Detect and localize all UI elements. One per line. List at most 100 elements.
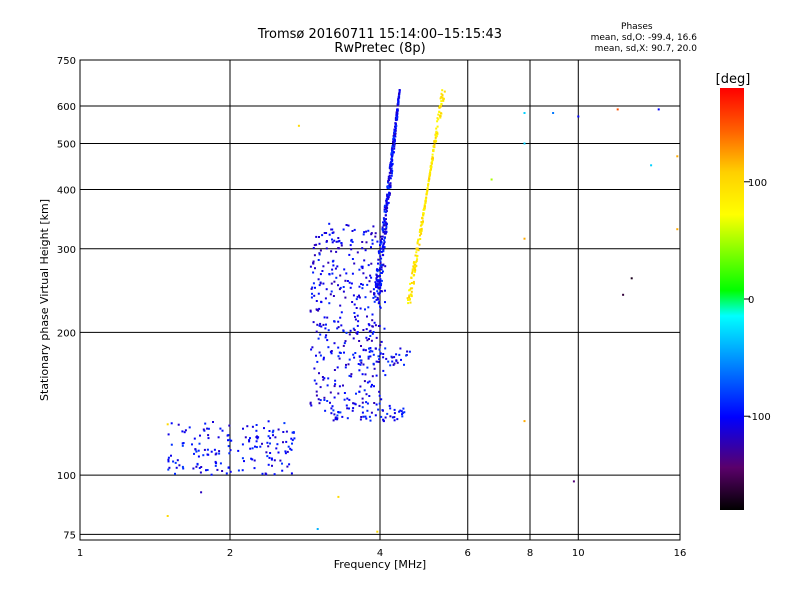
data-point <box>422 213 425 216</box>
chart-title: Tromsø 20160711 15:14:00–15:15:43 <box>257 27 503 42</box>
data-point <box>387 187 390 190</box>
data-point <box>354 352 357 354</box>
data-point <box>337 392 340 395</box>
data-point <box>384 416 387 419</box>
data-point <box>374 235 377 238</box>
data-point <box>237 469 240 472</box>
data-point <box>205 469 207 472</box>
data-point <box>417 249 420 252</box>
data-point <box>356 295 359 298</box>
data-point <box>354 318 357 321</box>
y-axis-label: Stationary phase Virtual Height [km] <box>38 199 51 401</box>
data-point <box>386 195 389 198</box>
data-point <box>393 356 396 359</box>
data-point <box>365 276 368 279</box>
data-point <box>322 323 325 326</box>
data-point <box>402 407 405 410</box>
data-point <box>384 211 387 214</box>
data-point <box>318 253 321 256</box>
data-point <box>342 384 344 387</box>
data-point <box>378 293 381 296</box>
data-point <box>376 270 379 273</box>
data-point <box>351 301 354 303</box>
data-point <box>322 358 325 361</box>
data-point <box>430 167 432 170</box>
data-point <box>203 429 206 432</box>
data-point <box>420 232 423 235</box>
data-point <box>374 414 377 417</box>
data-point <box>273 473 276 476</box>
data-point <box>390 148 393 151</box>
data-point <box>275 447 278 450</box>
colorbar-ticks: 100 0 -100 <box>744 178 771 423</box>
data-point <box>348 374 351 377</box>
data-point <box>200 491 203 494</box>
data-point <box>381 228 384 231</box>
data-point <box>338 288 341 291</box>
data-point <box>408 289 411 292</box>
data-point <box>255 446 258 449</box>
data-point <box>412 280 415 283</box>
data-point <box>217 436 220 439</box>
data-point <box>392 138 395 141</box>
data-point <box>371 239 374 242</box>
data-point <box>413 261 415 264</box>
data-point <box>188 426 191 429</box>
data-point <box>318 284 321 287</box>
data-point <box>286 465 289 468</box>
data-point <box>214 462 217 465</box>
data-point <box>328 273 331 276</box>
data-point <box>256 435 258 438</box>
data-point <box>320 300 323 303</box>
data-point <box>193 452 195 455</box>
y-tick-label: 75 <box>63 530 76 541</box>
data-point <box>251 447 254 450</box>
data-point <box>370 233 373 236</box>
data-point <box>361 397 364 400</box>
data-point <box>377 408 380 411</box>
data-point <box>379 239 382 242</box>
data-point <box>523 142 526 145</box>
data-point <box>319 282 322 285</box>
data-point <box>382 369 385 372</box>
data-point <box>387 181 389 184</box>
data-point <box>375 360 378 363</box>
data-point <box>367 264 370 267</box>
data-point <box>322 356 325 359</box>
data-point <box>316 360 319 363</box>
data-point <box>358 294 360 297</box>
data-point <box>382 356 385 359</box>
data-point <box>315 354 317 357</box>
data-point <box>267 420 270 423</box>
data-point <box>396 108 399 111</box>
data-point <box>337 320 340 323</box>
data-point <box>317 309 320 312</box>
data-point <box>407 302 410 305</box>
data-point <box>359 307 362 310</box>
data-point <box>337 326 340 329</box>
data-point <box>176 459 179 462</box>
data-point <box>383 206 386 209</box>
data-point <box>199 434 201 437</box>
data-point <box>361 267 364 270</box>
data-point <box>430 164 433 167</box>
data-point <box>344 296 347 299</box>
data-point <box>369 290 372 293</box>
data-point <box>377 302 380 305</box>
data-point <box>248 440 251 443</box>
data-point <box>408 296 411 299</box>
data-point <box>329 293 332 296</box>
x-tick-label: 6 <box>465 548 471 559</box>
data-point <box>221 470 224 472</box>
data-point <box>350 248 353 251</box>
data-point <box>362 233 365 236</box>
x-axis-label: Frequency [MHz] <box>334 558 426 571</box>
data-point <box>441 94 444 97</box>
data-point <box>375 282 378 285</box>
data-point <box>393 416 396 419</box>
data-point <box>282 431 285 433</box>
data-point <box>387 201 390 204</box>
data-point <box>419 224 422 227</box>
data-point <box>381 245 384 248</box>
